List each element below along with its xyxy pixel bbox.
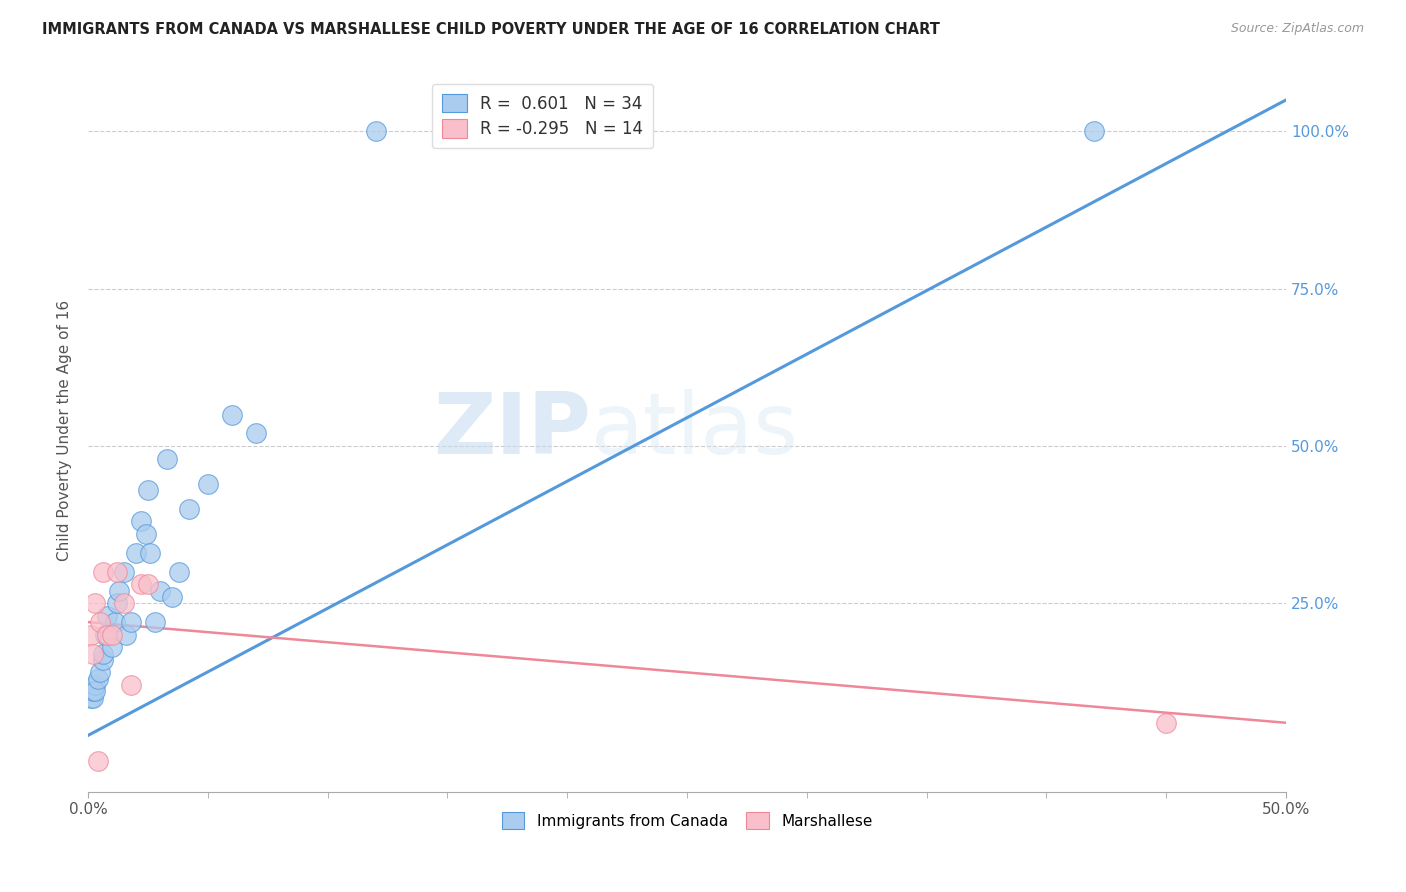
Point xyxy=(125,546,148,560)
Point xyxy=(91,653,114,667)
Point xyxy=(364,124,387,138)
Point xyxy=(149,583,172,598)
Point xyxy=(96,628,118,642)
Point xyxy=(94,628,117,642)
Text: Source: ZipAtlas.com: Source: ZipAtlas.com xyxy=(1230,22,1364,36)
Point xyxy=(139,546,162,560)
Point xyxy=(221,408,243,422)
Point xyxy=(101,628,124,642)
Point xyxy=(105,565,128,579)
Point xyxy=(135,527,157,541)
Point xyxy=(177,501,200,516)
Point xyxy=(129,577,152,591)
Point xyxy=(1083,124,1105,138)
Point xyxy=(136,577,159,591)
Point xyxy=(112,565,135,579)
Point xyxy=(1154,715,1177,730)
Point xyxy=(79,690,101,705)
Text: IMMIGRANTS FROM CANADA VS MARSHALLESE CHILD POVERTY UNDER THE AGE OF 16 CORRELAT: IMMIGRANTS FROM CANADA VS MARSHALLESE CH… xyxy=(42,22,941,37)
Point xyxy=(89,665,111,680)
Point xyxy=(129,515,152,529)
Point xyxy=(143,615,166,629)
Point xyxy=(79,628,101,642)
Legend: Immigrants from Canada, Marshallese: Immigrants from Canada, Marshallese xyxy=(495,806,879,835)
Point xyxy=(82,647,104,661)
Point xyxy=(160,590,183,604)
Point xyxy=(197,476,219,491)
Point xyxy=(103,615,125,629)
Point xyxy=(82,690,104,705)
Point xyxy=(112,596,135,610)
Point xyxy=(84,684,107,698)
Text: atlas: atlas xyxy=(592,389,799,472)
Point xyxy=(115,628,138,642)
Point xyxy=(156,451,179,466)
Point xyxy=(91,565,114,579)
Point xyxy=(87,672,110,686)
Point xyxy=(96,608,118,623)
Point xyxy=(101,640,124,655)
Point xyxy=(120,615,142,629)
Point xyxy=(84,596,107,610)
Point xyxy=(87,754,110,768)
Point xyxy=(120,678,142,692)
Point xyxy=(89,615,111,629)
Point xyxy=(82,684,104,698)
Point xyxy=(136,483,159,497)
Point xyxy=(84,678,107,692)
Text: ZIP: ZIP xyxy=(433,389,592,472)
Point xyxy=(105,596,128,610)
Y-axis label: Child Poverty Under the Age of 16: Child Poverty Under the Age of 16 xyxy=(58,300,72,561)
Point xyxy=(167,565,190,579)
Point xyxy=(245,426,267,441)
Point xyxy=(91,647,114,661)
Point xyxy=(108,583,131,598)
